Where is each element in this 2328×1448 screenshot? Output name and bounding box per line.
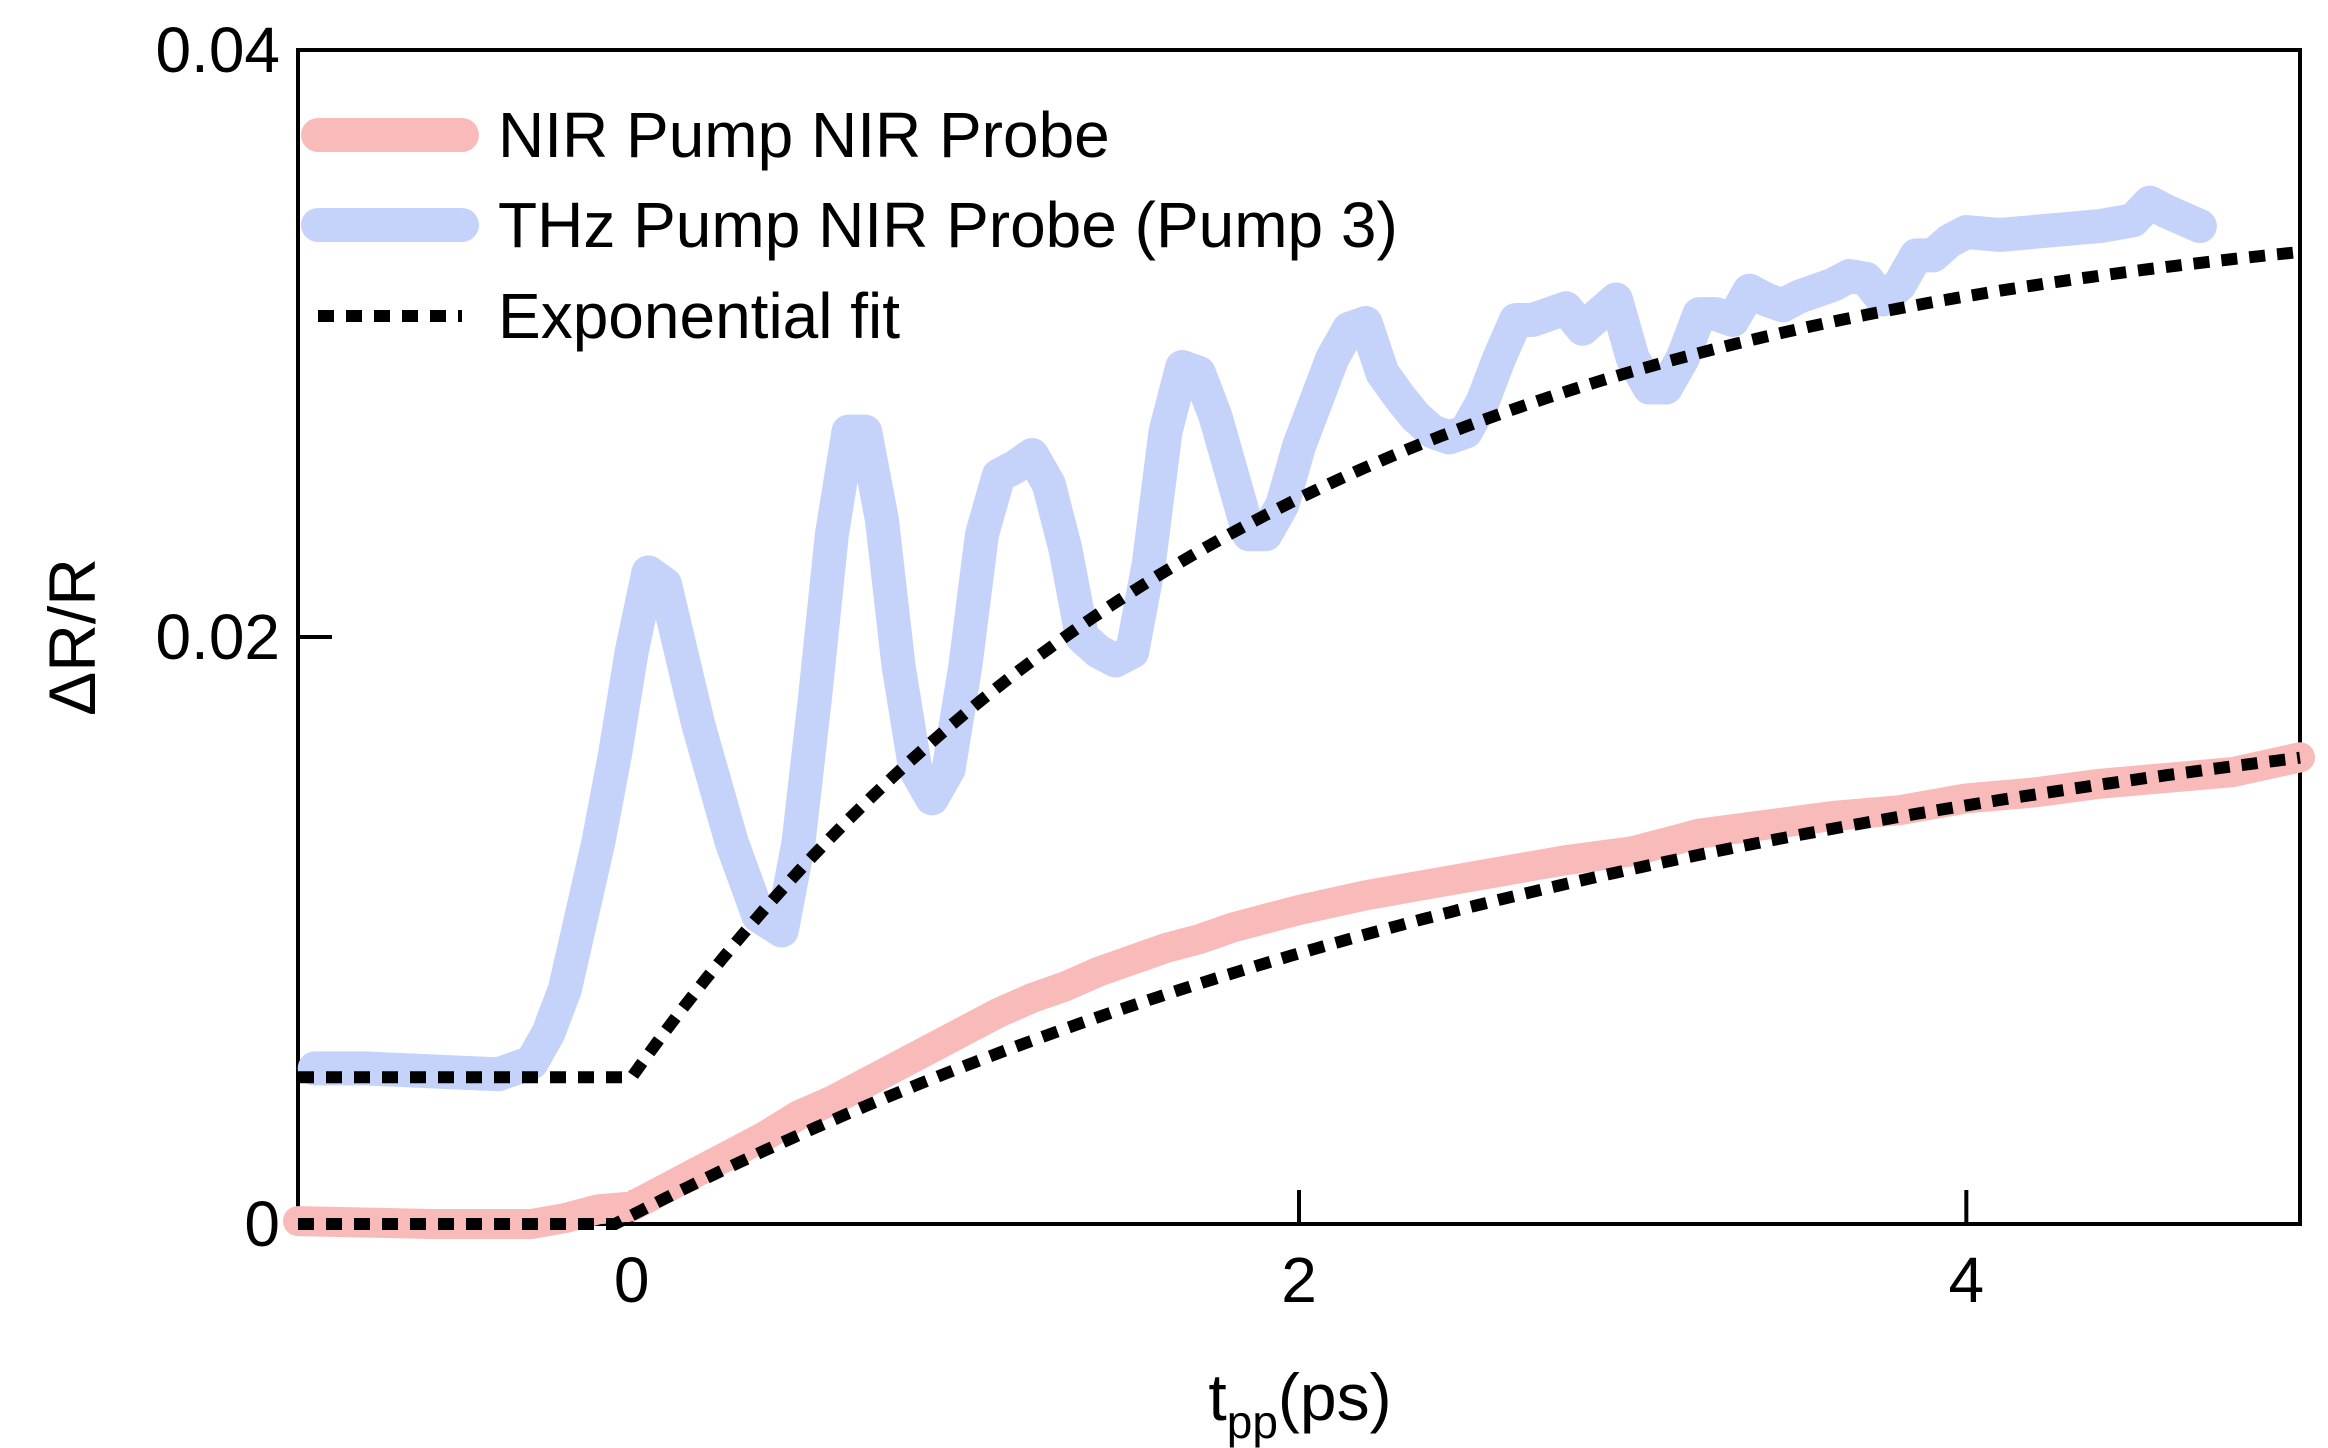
series-layer bbox=[283, 185, 2315, 1239]
y-axis-title: ΔR/R bbox=[35, 558, 109, 716]
fit-line-1 bbox=[298, 751, 2301, 1230]
legend-label-thz: THz Pump NIR Probe (Pump 3) bbox=[498, 189, 1398, 261]
y-tick-label: 0.02 bbox=[155, 601, 280, 673]
x-axis-title: tpp(ps) bbox=[1208, 1360, 1391, 1448]
x-tick-label: 2 bbox=[1281, 1244, 1317, 1316]
series-line-nir-pump bbox=[283, 742, 2315, 1239]
x-tick-label: 0 bbox=[614, 1244, 650, 1316]
fit-line-0 bbox=[298, 245, 2301, 1084]
legend-label-nir: NIR Pump NIR Probe bbox=[498, 99, 1110, 171]
legend-label-fit: Exponential fit bbox=[498, 280, 900, 352]
x-axis-title-subscript: pp bbox=[1227, 1396, 1278, 1448]
y-tick-label: 0.04 bbox=[155, 14, 280, 86]
series-line-thz-pump bbox=[297, 185, 2217, 1092]
x-axis-title-unit: (ps) bbox=[1278, 1360, 1392, 1434]
x-tick-label: 4 bbox=[1949, 1244, 1985, 1316]
legend: NIR Pump NIR Probe THz Pump NIR Probe (P… bbox=[301, 99, 1398, 352]
axis-tick-labels: 0 2 4 0 0.02 0.04 bbox=[155, 14, 1984, 1316]
y-tick-label: 0 bbox=[244, 1188, 280, 1260]
x-axis-title-main: t bbox=[1208, 1360, 1226, 1434]
